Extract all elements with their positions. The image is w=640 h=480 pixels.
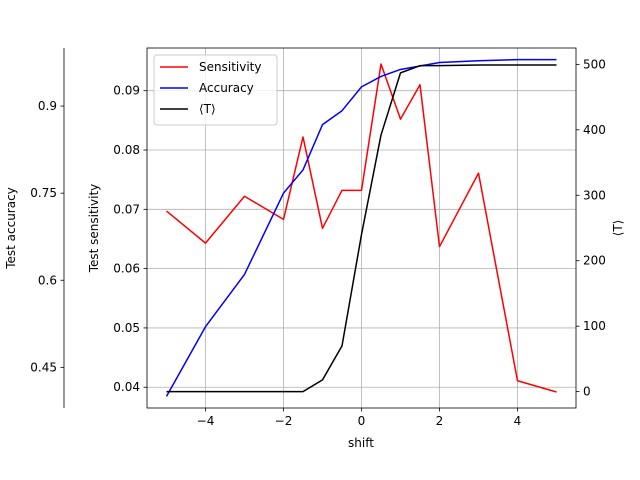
- legend-box: [153, 54, 278, 126]
- t-tick-label: 200: [583, 254, 606, 268]
- t-axis-label: ⟨T⟩: [611, 220, 625, 237]
- sensitivity-tick-label: 0.04: [113, 380, 140, 394]
- accuracy-tick-label: 0.9: [38, 99, 57, 113]
- t-tick-label: 300: [583, 188, 606, 202]
- t-tick-label: 0: [583, 385, 591, 399]
- x-tick-label: 2: [436, 414, 444, 428]
- ticks: −4 −2 0 2 4 0.04 0.05 0.06 0.07 0.08 0.09 0.45 0.6 0.…: [30, 57, 606, 428]
- x-axis-label: shift: [348, 436, 374, 450]
- test-accuracy-axis-label: Test accuracy: [4, 187, 18, 270]
- t-tick-label: 400: [583, 123, 606, 137]
- x-tick-label: 4: [514, 414, 522, 428]
- grid: [147, 48, 576, 408]
- accuracy-tick-label: 0.75: [30, 186, 57, 200]
- t-tick-label: 500: [583, 57, 606, 71]
- legend: Sensitivity Accuracy ⟨T⟩: [153, 54, 278, 126]
- x-tick-label: −2: [275, 414, 293, 428]
- t-tick-label: 100: [583, 319, 606, 333]
- sensitivity-tick-label: 0.08: [113, 143, 140, 157]
- series-line-sensitivity: [166, 63, 557, 393]
- legend-label-sensitivity: Sensitivity: [199, 60, 261, 74]
- series-line-t: [166, 64, 557, 393]
- x-tick-label: 0: [358, 414, 366, 428]
- x-tick-label: −4: [197, 414, 215, 428]
- series-lines: [165, 58, 557, 397]
- accuracy-tick-label: 0.6: [38, 273, 57, 287]
- accuracy-tick-label: 0.45: [30, 360, 57, 374]
- test-sensitivity-axis-label: Test sensitivity: [87, 184, 101, 274]
- legend-label-t: ⟨T⟩: [199, 102, 216, 116]
- sensitivity-tick-label: 0.07: [113, 202, 140, 216]
- sensitivity-tick-label: 0.09: [113, 84, 140, 98]
- sensitivity-tick-label: 0.06: [113, 262, 140, 276]
- sensitivity-tick-label: 0.05: [113, 321, 140, 335]
- series-line-accuracy: [165, 58, 557, 397]
- legend-label-accuracy: Accuracy: [199, 81, 254, 95]
